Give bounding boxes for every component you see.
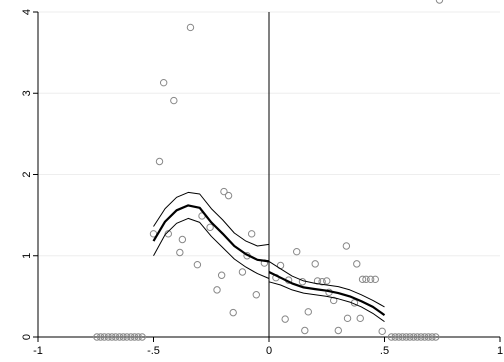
scatter-point (417, 333, 425, 341)
scatter-point (304, 308, 312, 316)
scatter-point (371, 275, 379, 284)
scatter-point (159, 78, 168, 87)
scatter-point (123, 333, 131, 341)
scatter-point (398, 333, 407, 341)
scatter-point (301, 326, 309, 335)
scatter-point (193, 260, 202, 269)
scatter-point (119, 333, 127, 341)
scatter-point (247, 230, 256, 238)
x-tick-label-4: 1 (497, 345, 503, 357)
y-tick-label-1: 1 (21, 253, 33, 259)
scatter-point (353, 260, 361, 268)
scatter-point (127, 333, 135, 341)
scatter-point (206, 223, 214, 232)
scatter-point (170, 96, 178, 105)
scatter-point (138, 333, 146, 341)
scatter-point (111, 333, 120, 341)
scatter-point (134, 333, 142, 341)
scatter-point (238, 268, 247, 276)
scatter-point (432, 333, 440, 341)
scatter-point (176, 248, 184, 257)
scatter-point (428, 333, 436, 341)
scatter-point (343, 314, 352, 323)
scatter-point (93, 333, 101, 341)
scatter-point (356, 314, 364, 323)
scatter-point (406, 333, 414, 341)
scatter-point (318, 278, 326, 286)
scatter-point (213, 286, 221, 294)
scatter-point (435, 0, 444, 4)
scatter-point (186, 23, 195, 32)
scatter-point (220, 187, 228, 196)
scatter-point (420, 333, 429, 341)
scatter-point (342, 242, 351, 250)
y-tick-label-3: 3 (21, 90, 33, 96)
x-tick-label-1: -.5 (147, 345, 160, 357)
scatter-point (252, 291, 260, 299)
y-tick-label-4: 4 (21, 9, 33, 15)
scatter-point (104, 333, 112, 341)
ci-upper-right (268, 260, 385, 308)
scatter-point (155, 157, 164, 166)
scatter-point (130, 333, 139, 341)
scatter-point (387, 333, 396, 341)
scatter-point (391, 333, 399, 341)
scatter-point (311, 260, 319, 268)
scatter-point (413, 333, 422, 341)
scatter-point (293, 247, 301, 256)
x-tick-label-3: .5 (380, 345, 389, 357)
scatter-point (217, 271, 226, 279)
scatter-point (358, 275, 367, 284)
tick-labels: 0 1 2 3 4 -1 -.5 0 .5 1 (21, 9, 503, 357)
y-tick-label-0: 0 (21, 334, 33, 340)
scatter-point (96, 333, 105, 341)
scatter-point (178, 235, 187, 244)
scatter-point (362, 275, 370, 284)
scatter-point (334, 326, 342, 335)
scatter-point (100, 333, 108, 341)
x-tick-label-2: 0 (266, 345, 272, 357)
ci-upper-left (153, 191, 270, 247)
x-tick-label-0: -1 (33, 345, 43, 357)
y-tick-label-2: 2 (21, 171, 33, 177)
scatter-point (329, 296, 338, 305)
scatter-point (164, 230, 172, 238)
scatter-point (224, 191, 233, 200)
scatter-point (409, 333, 418, 341)
ci-lower-left (153, 217, 270, 279)
scatter-point (115, 333, 124, 341)
scatter-point (366, 275, 375, 284)
fit-line-left (152, 204, 270, 263)
scatter-point (378, 327, 386, 336)
scatter-point (424, 333, 433, 341)
scatter-point (395, 333, 403, 341)
fit-lines (152, 191, 386, 323)
scatter-point (229, 308, 237, 317)
scatter-point (108, 333, 116, 341)
scatter-point (402, 333, 410, 341)
scatter-point (281, 315, 289, 323)
fit-line-right (268, 271, 386, 316)
scatter-point (323, 277, 331, 285)
ci-lower-right (268, 281, 385, 323)
